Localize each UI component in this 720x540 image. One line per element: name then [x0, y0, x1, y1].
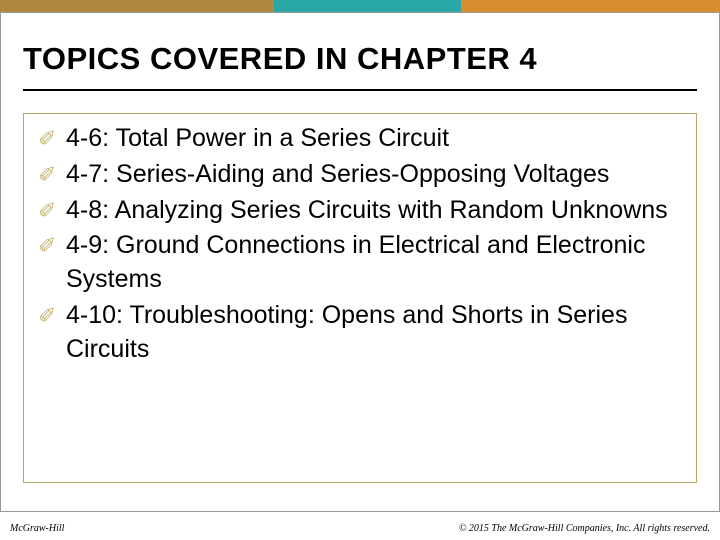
list-item: ✐ 4-6: Total Power in a Series Circuit	[38, 122, 678, 156]
accent-segment-2	[274, 0, 461, 12]
bullet-icon: ✐	[38, 160, 56, 190]
topic-list: ✐ 4-6: Total Power in a Series Circuit ✐…	[38, 122, 678, 366]
topic-text: 4-8: Analyzing Series Circuits with Rand…	[66, 196, 668, 224]
topic-text: 4-10: Troubleshooting: Opens and Shorts …	[66, 301, 627, 363]
list-item: ✐ 4-8: Analyzing Series Circuits with Ra…	[38, 194, 678, 228]
content-region: ✐ 4-6: Total Power in a Series Circuit ✐…	[23, 113, 697, 483]
slide-title: TOPICS COVERED IN CHAPTER 4	[23, 41, 697, 77]
accent-segment-1	[0, 0, 274, 12]
list-item: ✐ 4-10: Troubleshooting: Opens and Short…	[38, 299, 678, 367]
bullet-icon: ✐	[38, 231, 56, 261]
accent-segment-3	[461, 0, 720, 12]
topic-text: 4-6: Total Power in a Series Circuit	[66, 124, 449, 152]
footer: McGraw-Hill © 2015 The McGraw-Hill Compa…	[10, 523, 710, 534]
bullet-icon: ✐	[38, 301, 56, 331]
footer-right: © 2015 The McGraw-Hill Companies, Inc. A…	[459, 523, 710, 534]
bullet-icon: ✐	[38, 196, 56, 226]
footer-left: McGraw-Hill	[10, 523, 64, 534]
list-item: ✐ 4-9: Ground Connections in Electrical …	[38, 229, 678, 297]
title-region: TOPICS COVERED IN CHAPTER 4	[23, 41, 697, 91]
topic-text: 4-7: Series-Aiding and Series-Opposing V…	[66, 160, 609, 188]
bullet-icon: ✐	[38, 124, 56, 154]
list-item: ✐ 4-7: Series-Aiding and Series-Opposing…	[38, 158, 678, 192]
top-accent-bar	[0, 0, 720, 12]
slide-frame: TOPICS COVERED IN CHAPTER 4 ✐ 4-6: Total…	[0, 12, 720, 512]
topic-text: 4-9: Ground Connections in Electrical an…	[66, 231, 645, 293]
